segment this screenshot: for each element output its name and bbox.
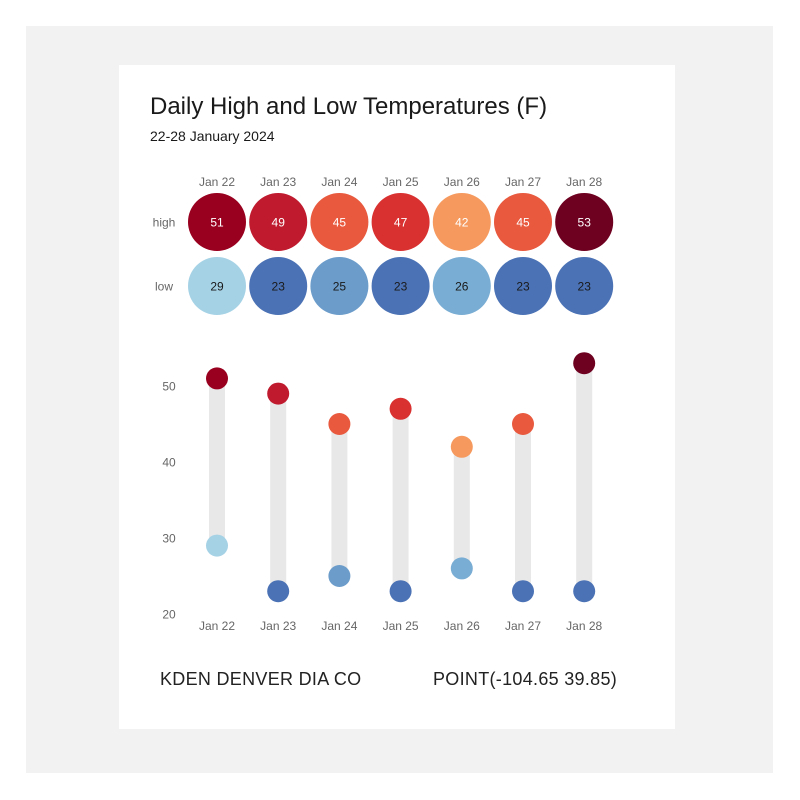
high-dot — [450, 435, 473, 458]
low-dot — [512, 580, 534, 603]
top-category-label: Jan 24 — [321, 175, 357, 189]
station-point: POINT(-104.65 39.85) — [433, 669, 618, 689]
high-value-circle — [432, 193, 491, 251]
high-value-label: 49 — [272, 216, 286, 230]
chart-subtitle: 22-28 January 2024 — [150, 128, 275, 144]
bottom-category-label: Jan 22 — [199, 619, 235, 633]
low-value-label: 26 — [455, 280, 469, 294]
low-dot — [267, 580, 290, 603]
low-value-label: 25 — [333, 280, 347, 294]
top-category-label: Jan 25 — [383, 175, 419, 189]
high-dot — [267, 382, 290, 405]
high-value-label: 42 — [455, 216, 469, 230]
high-value-label: 47 — [394, 216, 408, 230]
bottom-category-label: Jan 25 — [383, 619, 419, 633]
bottom-category-label: Jan 23 — [260, 619, 296, 633]
low-dot — [389, 580, 412, 603]
high-value-circle — [371, 193, 430, 251]
chart-title: Daily High and Low Temperatures (F) — [150, 93, 548, 120]
high-dot — [573, 352, 596, 375]
low-value-circle — [494, 257, 552, 315]
range-bar — [331, 424, 348, 576]
range-bar — [392, 408, 409, 592]
high-value-label: 53 — [578, 216, 592, 230]
high-value-label: 45 — [333, 216, 347, 230]
top-category-label: Jan 23 — [260, 175, 296, 189]
low-value-label: 29 — [210, 280, 224, 294]
low-dot — [328, 565, 351, 587]
row-label-low: low — [155, 280, 173, 294]
y-tick-label: 20 — [162, 608, 176, 622]
top-category-label: Jan 27 — [505, 175, 541, 189]
high-dot — [328, 413, 351, 435]
bottom-category-label: Jan 27 — [505, 619, 541, 633]
low-value-circle — [249, 257, 308, 315]
low-value-label: 23 — [272, 280, 286, 294]
bottom-category-label: Jan 26 — [444, 619, 480, 633]
low-value-circle — [310, 257, 369, 315]
row-label-high: high — [153, 216, 176, 230]
low-value-label: 23 — [516, 280, 530, 294]
range-bar — [515, 424, 531, 592]
low-dot — [573, 580, 596, 603]
bottom-category-label: Jan 24 — [321, 619, 357, 633]
temperature-chart: high low 20 30 40 50 Jan 22 51 29 Jan 22 Jan 23 49 2… — [153, 175, 614, 633]
y-tick-label: 40 — [162, 456, 176, 470]
low-value-circle — [555, 257, 614, 315]
top-category-label: Jan 28 — [566, 175, 602, 189]
top-category-label: Jan 22 — [199, 175, 235, 189]
low-value-circle — [371, 257, 430, 315]
range-bar — [209, 378, 225, 546]
low-dot — [206, 534, 228, 557]
range-bar — [576, 363, 593, 592]
high-dot — [389, 397, 412, 420]
high-value-circle — [188, 193, 246, 251]
bottom-category-label: Jan 28 — [566, 619, 602, 633]
low-value-label: 23 — [578, 280, 592, 294]
range-bar — [270, 393, 287, 592]
high-dot — [206, 367, 228, 390]
high-value-label: 45 — [516, 216, 530, 230]
high-value-circle — [249, 193, 308, 251]
high-value-circle — [310, 193, 369, 251]
low-value-circle — [432, 257, 491, 315]
chart-card: Daily High and Low Temperatures (F) 22-2… — [119, 65, 675, 729]
range-bar — [453, 446, 470, 569]
high-value-circle — [494, 193, 552, 251]
y-tick-label: 50 — [162, 380, 176, 394]
high-dot — [512, 413, 534, 435]
high-value-label: 51 — [210, 216, 224, 230]
high-value-circle — [555, 193, 614, 251]
top-category-label: Jan 26 — [444, 175, 480, 189]
station-name: KDEN DENVER DIA CO — [160, 669, 362, 689]
low-value-label: 23 — [394, 280, 408, 294]
y-tick-label: 30 — [162, 532, 176, 546]
low-value-circle — [188, 257, 246, 315]
low-dot — [450, 557, 473, 580]
